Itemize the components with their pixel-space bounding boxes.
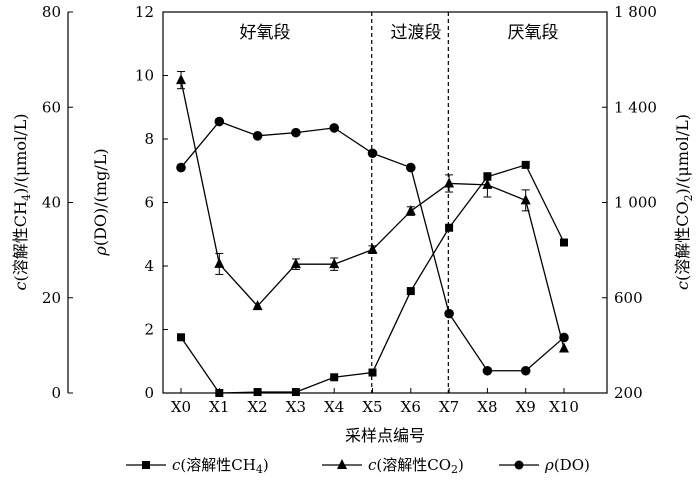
data-point-square bbox=[560, 238, 568, 247]
data-point-circle bbox=[444, 308, 454, 319]
x-tick-label: X2 bbox=[247, 398, 267, 416]
data-point-triangle bbox=[520, 194, 531, 205]
series-circle bbox=[176, 116, 569, 376]
legend-item-do: ρ(DO) bbox=[499, 456, 590, 474]
legend-item-ch4: c(溶解性CH4) bbox=[126, 456, 269, 476]
left-outer-tick-label: 0 bbox=[51, 384, 61, 402]
x-tick-label: X7 bbox=[439, 398, 459, 416]
data-point-square bbox=[330, 373, 339, 382]
x-tick-label: X1 bbox=[209, 398, 229, 416]
data-point-triangle bbox=[214, 257, 225, 268]
data-point-circle bbox=[214, 116, 225, 127]
data-point-circle bbox=[176, 162, 186, 173]
left-inner-tick-label: 2 bbox=[144, 321, 154, 339]
left-inner-tick-label: 6 bbox=[144, 194, 154, 212]
data-point-circle bbox=[252, 131, 263, 141]
data-point-circle bbox=[406, 162, 416, 173]
series-square bbox=[177, 160, 568, 397]
legend-square-marker bbox=[142, 461, 150, 469]
region-label-transition: 过渡段 bbox=[391, 23, 442, 43]
x-tick-label: X3 bbox=[286, 398, 306, 416]
left-outer-tick-label: 80 bbox=[42, 3, 61, 21]
x-tick-label: X4 bbox=[324, 398, 344, 416]
legend-item-co2: c(溶解性CO2) bbox=[322, 456, 464, 476]
left-inner-tick-label: 4 bbox=[144, 257, 154, 275]
x-tick-label: X10 bbox=[549, 398, 579, 416]
right-tick-label: 200 bbox=[614, 384, 643, 402]
data-point-square bbox=[445, 223, 454, 232]
data-point-triangle bbox=[290, 258, 301, 269]
data-point-triangle bbox=[252, 300, 263, 311]
data-point-triangle bbox=[367, 243, 378, 254]
series-triangle bbox=[176, 71, 569, 353]
data-point-circle bbox=[559, 332, 569, 343]
series-line bbox=[180, 164, 565, 394]
x-tick-label: X8 bbox=[477, 398, 497, 416]
data-point-triangle bbox=[559, 342, 569, 353]
data-point-triangle bbox=[176, 74, 186, 85]
left-outer-tick-label: 60 bbox=[42, 98, 61, 116]
x-tick-label: X0 bbox=[171, 398, 191, 416]
right-tick-label: 1 000 bbox=[614, 194, 657, 212]
series-line bbox=[180, 79, 565, 349]
data-point-circle bbox=[329, 123, 340, 133]
x-axis-title: 采样点编号 bbox=[345, 426, 425, 445]
right-tick-label: 1 400 bbox=[614, 98, 657, 116]
x-tick-label: X6 bbox=[401, 398, 421, 416]
right-tick-label: 1 800 bbox=[614, 3, 657, 21]
left-inner-tick-label: 0 bbox=[144, 384, 154, 402]
data-point-square bbox=[368, 368, 377, 377]
data-point-square bbox=[406, 287, 415, 296]
left-inner-tick-label: 12 bbox=[135, 3, 154, 21]
data-point-triangle bbox=[405, 205, 416, 216]
data-point-square bbox=[253, 388, 262, 397]
svg-text:c(溶解性CH4): c(溶解性CH4) bbox=[172, 456, 269, 476]
data-point-circle bbox=[482, 365, 493, 376]
right-axis-title: c(溶解性CO2)/(μmol/L) bbox=[673, 114, 695, 290]
legend-circle-marker bbox=[514, 460, 524, 470]
x-tick-label: X9 bbox=[516, 398, 536, 416]
left-inner-tick-label: 8 bbox=[144, 130, 154, 148]
region-label-aerobic: 好氧段 bbox=[240, 23, 291, 43]
data-point-square bbox=[521, 160, 530, 169]
data-point-triangle bbox=[444, 177, 455, 188]
left-outer-tick-label: 20 bbox=[42, 289, 61, 307]
data-point-square bbox=[215, 389, 224, 397]
left-inner-axis-title: ρ(DO)/(mg/L) bbox=[91, 148, 110, 256]
svg-text:ρ(DO): ρ(DO) bbox=[544, 456, 590, 474]
legend-triangle-marker bbox=[337, 459, 347, 469]
data-point-circle bbox=[291, 127, 301, 138]
data-point-square bbox=[291, 388, 300, 397]
data-point-circle bbox=[367, 148, 378, 159]
data-point-square bbox=[177, 333, 185, 342]
data-point-circle bbox=[520, 365, 531, 376]
x-tick-label: X5 bbox=[362, 398, 382, 416]
svg-text:c(溶解性CO2): c(溶解性CO2) bbox=[368, 456, 464, 476]
legend: c(溶解性CH4) c(溶解性CO2) ρ(DO) bbox=[126, 456, 590, 476]
right-tick-label: 600 bbox=[614, 289, 643, 307]
plot-frame bbox=[162, 11, 608, 394]
region-label-anaerobic: 厌氧段 bbox=[508, 23, 559, 43]
left-outer-tick-label: 40 bbox=[42, 194, 61, 212]
left-outer-axis-title: c(溶解性CH4)/(μmol/L) bbox=[11, 114, 33, 291]
left-inner-tick-label: 10 bbox=[135, 67, 154, 85]
data-point-triangle bbox=[482, 178, 493, 189]
data-point-triangle bbox=[329, 258, 340, 269]
